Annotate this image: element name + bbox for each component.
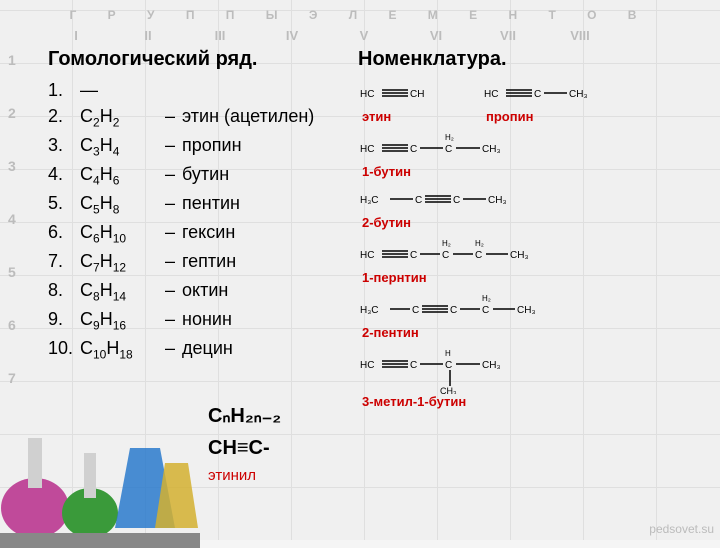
svg-text:HC: HC <box>360 89 374 100</box>
svg-text:C: C <box>450 305 457 316</box>
main-content: Гомологический ряд. 1.—2.C2H2–этин (ацет… <box>0 0 720 413</box>
svg-text:H₂: H₂ <box>482 294 491 303</box>
series-row: 7.C7H12–гептин <box>48 248 358 277</box>
svg-text:HC: HC <box>484 89 498 100</box>
series-title: Гомологический ряд. <box>48 48 358 71</box>
series-list: 1.—2.C2H2–этин (ацетилен)3.C3H4–пропин4.… <box>48 77 358 364</box>
series-row: 10.C10H18–децин <box>48 335 358 364</box>
series-row: 9.C9H16–нонин <box>48 306 358 335</box>
svg-text:H₃C: H₃C <box>360 305 379 316</box>
series-row: 1.— <box>48 77 358 103</box>
svg-text:C: C <box>410 360 417 371</box>
nomen-title: Номенклатура. <box>358 48 678 71</box>
svg-text:H₂: H₂ <box>442 239 451 248</box>
svg-text:CH₃: CH₃ <box>440 386 457 394</box>
series-row: 4.C4H6–бутин <box>48 161 358 190</box>
svg-text:C: C <box>482 305 489 316</box>
svg-text:C: C <box>412 305 419 316</box>
svg-text:CH₃: CH₃ <box>482 144 501 155</box>
svg-text:HC: HC <box>360 360 374 371</box>
svg-text:C: C <box>445 360 452 371</box>
svg-text:C: C <box>442 250 449 261</box>
svg-text:C: C <box>410 250 417 261</box>
group-name: этинил <box>208 464 281 488</box>
series-row: 2.C2H2–этин (ацетилен) <box>48 103 358 132</box>
series-row: 5.C5H8–пентин <box>48 190 358 219</box>
svg-text:H₃C: H₃C <box>360 195 379 206</box>
nomenclature-column: Номенклатура. HCCHэтинHCCCH₃пропинHCCCH₂… <box>358 48 678 413</box>
svg-text:HC: HC <box>360 250 374 261</box>
svg-text:CH₃: CH₃ <box>510 250 529 261</box>
series-row: 6.C6H10–гексин <box>48 219 358 248</box>
series-row: 8.C8H14–октин <box>48 277 358 306</box>
series-row: 3.C3H4–пропин <box>48 132 358 161</box>
svg-text:CH₃: CH₃ <box>488 195 507 206</box>
svg-text:H₂: H₂ <box>475 239 484 248</box>
svg-text:H: H <box>445 349 451 358</box>
nomen-list: HCCHэтинHCCCH₃пропинHCCCH₂CH₃1-бутинH₃CC… <box>358 77 678 409</box>
flasks-illustration <box>0 378 200 548</box>
svg-text:CH₃: CH₃ <box>517 305 536 316</box>
general-formula: CₙH₂ₙ₋₂ CH≡C- этинил <box>208 400 281 488</box>
svg-text:CH₃: CH₃ <box>482 360 501 371</box>
homologous-series: Гомологический ряд. 1.—2.C2H2–этин (ацет… <box>48 48 358 413</box>
svg-text:C: C <box>415 195 422 206</box>
svg-text:H₂: H₂ <box>445 133 454 142</box>
svg-text:C: C <box>410 144 417 155</box>
svg-text:HC: HC <box>360 144 374 155</box>
svg-text:C: C <box>445 144 452 155</box>
svg-text:CH₃: CH₃ <box>569 89 588 100</box>
svg-text:CH: CH <box>410 89 424 100</box>
svg-text:C: C <box>534 89 541 100</box>
watermark: pedsovet.su <box>649 522 714 536</box>
svg-text:C: C <box>453 195 460 206</box>
svg-text:C: C <box>475 250 482 261</box>
formula-group: CH≡C- <box>208 432 281 464</box>
